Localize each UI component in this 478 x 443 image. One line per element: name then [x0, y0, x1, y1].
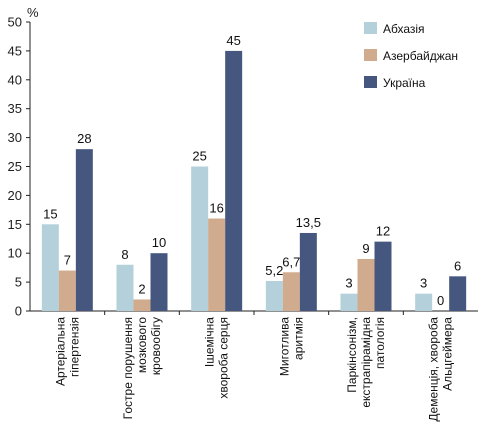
category-label: патологія: [373, 317, 387, 369]
legend-swatch: [364, 76, 377, 88]
bar: [116, 264, 134, 311]
bar: [133, 299, 151, 311]
data-label: 6: [454, 258, 461, 273]
y-tick-label: 0: [15, 304, 22, 319]
data-label: 10: [152, 235, 166, 250]
legend-swatch: [364, 22, 377, 34]
data-label: 45: [226, 33, 240, 48]
data-label: 9: [362, 241, 369, 256]
data-label: 15: [43, 206, 57, 221]
category-label: гіпертензія: [67, 317, 81, 377]
legend-label: Азербайджан: [383, 49, 458, 63]
category-label: мозкового: [135, 317, 149, 373]
category-label: Деменція, хвороба: [427, 317, 441, 422]
bar: [191, 166, 209, 311]
legend-label: Україна: [383, 76, 426, 90]
y-ticks: 0 5 10 15 20 25 30 35 40 45 50: [8, 15, 30, 319]
data-label: 25: [192, 149, 206, 164]
data-label: 0: [437, 293, 444, 308]
category-label: хвороба серця: [217, 317, 231, 399]
bar: [208, 218, 226, 311]
legend-label: Абхазія: [383, 22, 425, 36]
y-tick-label: 45: [8, 43, 22, 58]
data-label: 5,2: [265, 263, 283, 278]
data-label: 16: [209, 201, 223, 216]
y-tick-label: 50: [8, 15, 22, 30]
bar: [340, 293, 358, 311]
data-label: 3: [345, 276, 352, 291]
data-label: 3: [420, 276, 427, 291]
category-labels: Артеріальна гіпертензія Гостре порушення мо…: [53, 317, 454, 422]
category-label: Альцгеймера: [441, 317, 455, 391]
y-tick-label: 10: [8, 246, 22, 261]
category-label: Миготлива: [277, 317, 291, 376]
y-tick-label: 15: [8, 217, 22, 232]
bar: [282, 272, 300, 311]
bar: [299, 232, 317, 311]
data-label: 8: [121, 247, 128, 262]
data-label: 13,5: [296, 215, 321, 230]
bar: [357, 258, 375, 311]
data-label: 28: [77, 131, 91, 146]
bar: [225, 50, 243, 312]
data-label: 12: [376, 224, 390, 239]
bars: [41, 50, 467, 312]
bar: [150, 253, 168, 311]
y-tick-label: 35: [8, 101, 22, 116]
bar: [374, 241, 392, 311]
legend-swatch: [364, 49, 377, 61]
category-label: Гостре порушення: [121, 317, 135, 419]
category-label: екстрапірамідна: [359, 317, 373, 408]
category-label: Ішемічна: [203, 317, 217, 367]
y-unit-label: %: [27, 5, 39, 20]
data-label: 2: [138, 281, 145, 296]
bar: [58, 270, 76, 311]
category-label: Артеріальна: [53, 317, 67, 386]
data-label: 7: [64, 253, 71, 268]
bar: [449, 276, 467, 311]
y-tick-label: 40: [8, 72, 22, 87]
bar: [415, 293, 433, 311]
x-separators: [104, 311, 404, 315]
y-tick-label: 25: [8, 159, 22, 174]
category-label: кровообігу: [149, 317, 163, 375]
bar: [75, 149, 93, 311]
category-label: аритмія: [291, 317, 305, 360]
data-label: 6,7: [282, 254, 300, 269]
y-tick-label: 5: [15, 275, 22, 290]
bar: [41, 224, 59, 311]
y-tick-label: 30: [8, 130, 22, 145]
category-label: Паркінсонізм,: [345, 317, 359, 393]
bar: [265, 280, 283, 311]
y-tick-label: 20: [8, 188, 22, 203]
legend: Абхазія Азербайджан Україна: [364, 22, 458, 90]
